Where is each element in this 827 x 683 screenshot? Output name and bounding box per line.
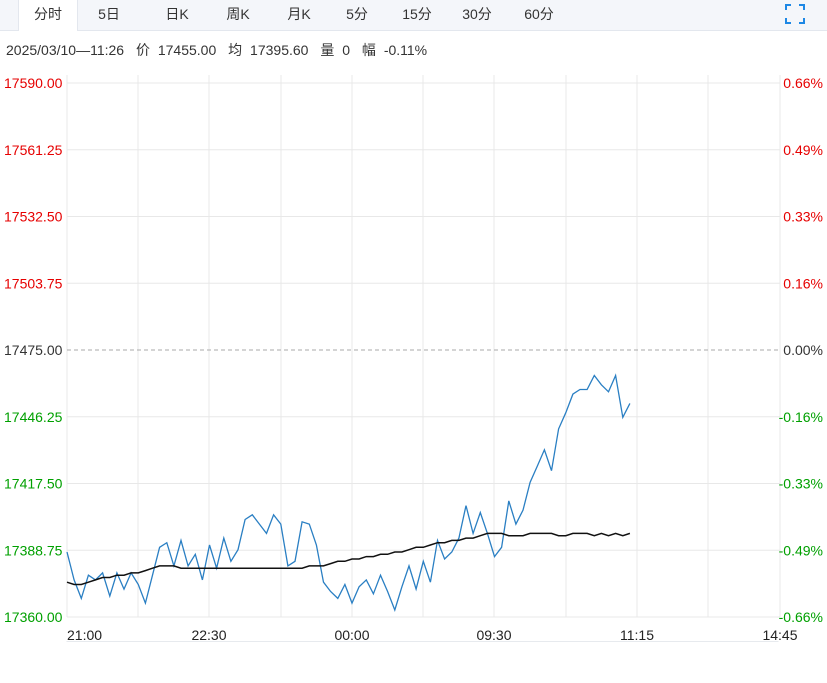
y-tick-left: 17532.50: [4, 209, 63, 225]
tab-5[interactable]: 5分: [346, 6, 368, 22]
timeframe-tabs: 分时 5日 日K 周K 月K 5分 15分 30分 60分: [0, 0, 827, 31]
avg-label: 均: [228, 42, 243, 58]
y-tick-left: 17388.75: [4, 542, 63, 558]
volume-label: 量: [320, 42, 335, 58]
y-tick-right: 0.00%: [783, 342, 823, 358]
y-tick-right: -0.16%: [779, 409, 823, 425]
y-tick-left: 17561.25: [4, 142, 63, 158]
x-tick: 00:00: [334, 627, 369, 642]
tab-4[interactable]: 月K: [287, 6, 311, 22]
x-tick: 09:30: [476, 627, 511, 642]
x-tick: 21:00: [67, 627, 102, 642]
x-tick: 14:45: [762, 627, 797, 642]
price-label: 价: [135, 42, 150, 58]
y-tick-right: 0.16%: [783, 275, 823, 291]
tab-2[interactable]: 日K: [165, 6, 189, 22]
tab-7[interactable]: 30分: [462, 6, 492, 22]
y-tick-left: 17417.50: [4, 476, 63, 492]
y-tick-right: 0.66%: [783, 75, 823, 91]
x-tick: 22:30: [191, 627, 226, 642]
y-tick-left: 17360.00: [4, 609, 63, 625]
price-value: 17455.00: [157, 42, 217, 58]
y-tick-left: 17475.00: [4, 342, 63, 358]
y-tick-right: -0.33%: [779, 476, 823, 492]
tab-8[interactable]: 60分: [524, 6, 554, 22]
y-tick-right: 0.49%: [783, 142, 823, 158]
change-value: -0.11%: [383, 42, 428, 58]
y-tick-right: 0.33%: [783, 209, 823, 225]
average-line: [66, 532, 631, 586]
intraday-chart[interactable]: 17590.00 0.66% 17561.25 0.49% 17532.50 0.33% 1…: [0, 70, 827, 642]
fullscreen-icon[interactable]: [785, 4, 805, 24]
tab-6[interactable]: 15分: [402, 6, 432, 22]
y-tick-right: -0.49%: [779, 542, 823, 558]
change-label: 幅: [361, 42, 376, 58]
x-tick: 11:15: [620, 627, 654, 642]
tab-0[interactable]: 分时: [18, 0, 78, 31]
volume-value: 0: [342, 42, 351, 58]
avg-value: 17395.60: [250, 42, 309, 58]
price-line: [66, 373, 631, 612]
y-tick-right: -0.66%: [779, 609, 823, 625]
quote-info-bar: 2025/03/10—11:26 价 17455.00 均 17395.60 量…: [6, 40, 427, 60]
y-tick-left: 17446.25: [4, 409, 63, 425]
quote-datetime: 2025/03/10—11:26: [6, 42, 125, 58]
tab-1[interactable]: 5日: [98, 6, 120, 22]
tab-3[interactable]: 周K: [226, 6, 250, 22]
y-tick-left: 17503.75: [4, 275, 63, 291]
y-tick-left: 17590.00: [4, 75, 63, 91]
